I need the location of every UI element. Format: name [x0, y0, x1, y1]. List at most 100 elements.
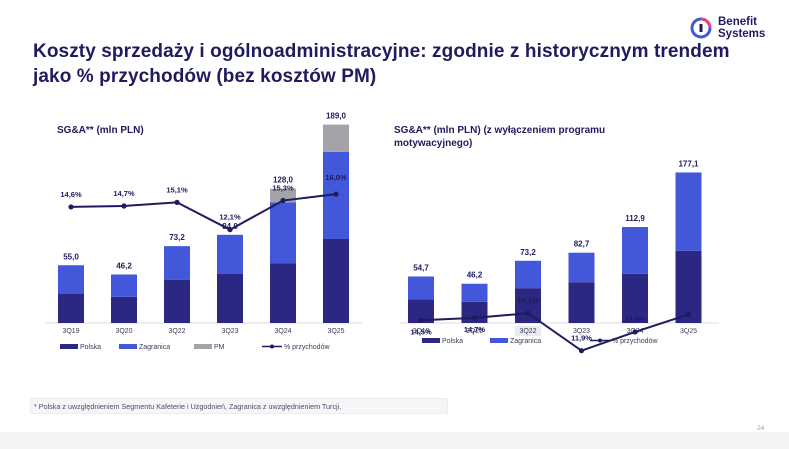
- chart-2-bar-zagranica-3q24: [622, 227, 648, 274]
- chart-1-legend-line-dot: [270, 344, 274, 349]
- chart-2-bar-zagranica-3q20: [461, 283, 488, 302]
- chart-2-total-label-3q24: 112,9: [625, 214, 645, 223]
- chart-1-legend-swatch-zagranica: [119, 344, 137, 349]
- chart-1-legend-label-zagranica: Zagranica: [139, 344, 170, 351]
- chart-1-title: SG&A** (mln PLN): [57, 125, 144, 136]
- chart-1-total-label-3q22: 73,2: [169, 233, 185, 242]
- chart-1-bar-polska-3q24: [270, 263, 296, 323]
- chart-1-line-point-3q25: [333, 191, 339, 197]
- chart-2-line-label-3q22: 15,1%: [517, 296, 539, 305]
- chart-2-bar-zagranica-3q19: [408, 276, 434, 300]
- chart-2-legend-line-dot: [598, 338, 602, 343]
- chart-2-bar-zagranica-3q23: [568, 252, 595, 283]
- chart-2-line-point-3q23: [578, 348, 585, 354]
- chart-2-bar-zagranica-3q25: [675, 172, 702, 251]
- chart-1-total-label-3q20: 46,2: [116, 261, 132, 270]
- chart-2-category-label-3q19: 3Q19: [412, 328, 429, 335]
- chart-1-total-label-3q19: 55,0: [63, 252, 79, 261]
- chart-2-legend-label-polska: Polska: [442, 338, 463, 345]
- chart-1-line-label-3q19: 14,6%: [60, 190, 82, 199]
- chart-1-legend-swatch-pm: [194, 344, 212, 349]
- chart-1-line-point-3q22: [174, 199, 180, 205]
- chart-2-bar-polska-3q22: [515, 288, 541, 323]
- chart-1-total-label-3q24: 128,0: [273, 176, 294, 185]
- chart-1-bar-zagranica-3q20: [111, 274, 137, 297]
- chart-1-legend-label-polska: Polska: [80, 344, 101, 351]
- chart-1-category-label-3q20: 3Q20: [115, 328, 132, 335]
- logo-text: Benefit Systems: [718, 16, 765, 40]
- chart-1-bar-zagranica-3q24: [270, 202, 296, 264]
- chart-1-bar-polska-3q20: [111, 296, 137, 323]
- chart-1-line-label-3q24: 15,3%: [272, 184, 294, 193]
- chart-2-legend-swatch-polska: [422, 338, 440, 343]
- chart-1-bar-polska-3q19: [58, 293, 84, 323]
- chart-1-legend-label-przychody: % przychodów: [284, 344, 330, 351]
- chart-2-legend-swatch-zagranica: [490, 338, 508, 343]
- chart-2-bar-polska-3q19: [408, 299, 434, 323]
- chart-1-line-point-3q20: [121, 203, 127, 209]
- chart-2-total-label-3q20: 46,2: [467, 271, 483, 280]
- footnote: * Polska z uwzględnieniem Segmentu Kafet…: [30, 398, 448, 414]
- chart-1-category-label-3q22: 3Q22: [168, 328, 185, 335]
- chart-2-category-bg-3q22: [515, 326, 541, 336]
- chart-2-line-label-3q19: 14,5%: [410, 327, 432, 336]
- logo: Benefit Systems: [690, 14, 780, 46]
- chart-2-bar-zagranica-3q22: [515, 260, 541, 289]
- chart-1-line-point-3q19: [68, 204, 74, 210]
- chart-1-bar-polska-3q23: [217, 273, 243, 323]
- chart-2-category-label-3q23: 3Q23: [573, 328, 590, 335]
- logo-line-1: Benefit: [718, 16, 757, 28]
- chart-1-category-label-3q25: 3Q25: [327, 328, 344, 335]
- chart-1-line-point-3q23: [227, 227, 233, 233]
- page-title: Koszty sprzedaży i ogólnoadministracyjne…: [33, 41, 730, 87]
- chart-1-bar-zagranica-3q19: [58, 265, 84, 294]
- chart-2-bar-polska-3q23: [568, 282, 595, 323]
- chart-2-line-point-3q20: [471, 315, 478, 321]
- bottom-band: [0, 432, 789, 449]
- chart-1-legend-label-pm: PM: [214, 344, 225, 351]
- chart-1-total-label-3q23: 84,0: [222, 222, 238, 231]
- chart-1-bar-zagranica-3q23: [217, 234, 243, 274]
- chart-2-bar-polska-3q24: [622, 273, 648, 323]
- chart-1-line-label-3q22: 15,1%: [166, 185, 188, 194]
- chart-2-title: SG&A** (mln PLN) (z wyłączeniem programu…: [394, 125, 606, 149]
- page-number: 24: [757, 425, 765, 432]
- chart-2-legend-label-przychody: % przychodów: [612, 338, 658, 345]
- chart-1-bar-polska-3q25: [323, 239, 349, 323]
- chart-1-line-przychody: [70, 193, 337, 231]
- logo-line-2: Systems: [718, 28, 766, 40]
- chart-1-bar-polska-3q22: [164, 279, 190, 323]
- benefit-systems-logo-icon: [690, 17, 712, 39]
- chart-2-line-point-3q25: [685, 311, 692, 317]
- chart-2-category-label-3q22: 3Q22: [519, 328, 536, 335]
- chart-1-bar-pm-3q25: [323, 124, 349, 152]
- chart-2-line-label-3q24: 13,5%: [624, 315, 646, 324]
- chart-2-bar-polska-3q25: [675, 250, 702, 323]
- chart-1-line-label-3q25: 16,0%: [325, 173, 347, 182]
- chart-1-category-label-3q24: 3Q24: [274, 328, 291, 335]
- chart-2-total-label-3q22: 73,2: [520, 248, 536, 257]
- chart-2-category-label-3q20: 3Q20: [466, 328, 483, 335]
- chart-1-line-label-3q23: 12,1%: [219, 213, 241, 222]
- chart-1-category-label-3q23: 3Q23: [221, 328, 238, 335]
- chart-2-total-label-3q23: 82,7: [574, 240, 590, 249]
- chart-2-legend-label-zagranica: Zagranica: [510, 338, 541, 345]
- chart-2-line-label-3q20: 14,7%: [464, 325, 486, 334]
- chart-1-category-label-3q19: 3Q19: [62, 328, 79, 335]
- chart-1-total-label-3q25: 189,0: [326, 112, 347, 121]
- chart-1-line-point-3q24: [280, 197, 286, 204]
- chart-2-line-point-3q24: [632, 329, 638, 335]
- chart-1-bar-zagranica-3q22: [164, 246, 190, 280]
- chart-2-category-label-3q25: 3Q25: [680, 328, 697, 335]
- chart-2-line-przychody: [420, 312, 689, 352]
- chart-2-line-point-3q19: [418, 317, 424, 323]
- chart-2-line-label-3q23: 11,9%: [571, 334, 592, 343]
- chart-2-line-label-3q25: 15,0%: [678, 321, 700, 330]
- chart-1-legend-swatch-polska: [60, 344, 78, 349]
- chart-1-line-label-3q20: 14,7%: [113, 189, 135, 198]
- chart-2-total-label-3q19: 54,7: [413, 264, 429, 273]
- chart-2-total-label-3q25: 177,1: [678, 159, 699, 168]
- chart-2-line-point-3q22: [525, 310, 531, 316]
